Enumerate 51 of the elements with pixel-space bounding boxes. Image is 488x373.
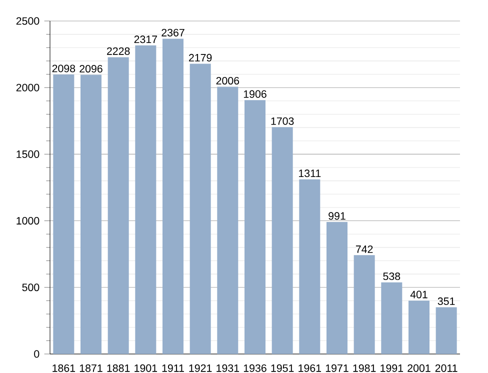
data-label: 742: [356, 245, 373, 253]
data-label: 2098: [52, 64, 76, 72]
x-tick-label: 1971: [326, 364, 348, 372]
bar: [354, 255, 375, 354]
data-label: 1906: [244, 90, 266, 98]
y-tick-label: 0: [34, 350, 40, 358]
data-label: 991: [328, 212, 346, 220]
bar: [244, 100, 266, 354]
x-tick-label: 1871: [80, 364, 102, 372]
data-label: 2006: [216, 76, 240, 85]
bar: [80, 74, 102, 354]
data-label: 2096: [80, 64, 102, 73]
data-label: 1703: [271, 117, 294, 125]
x-tick-label: 1981: [353, 364, 376, 372]
x-tick-label: 1931: [216, 364, 240, 372]
x-tick-label: 2001: [408, 364, 430, 372]
x-tick-label: 1911: [162, 364, 184, 372]
x-tick-label: 1901: [134, 364, 158, 372]
bar: [436, 307, 457, 354]
x-tick-label: 1861: [52, 364, 76, 372]
bar: [162, 38, 184, 354]
bar: [135, 45, 156, 354]
y-tick-label: 2500: [16, 17, 40, 25]
data-label: 2367: [162, 28, 184, 36]
data-label: 2317: [134, 36, 157, 44]
x-tick-label: 1881: [107, 364, 130, 372]
data-label: 351: [438, 297, 455, 305]
x-tick-label: 2011: [435, 364, 458, 372]
x-tick-label: 1921: [189, 364, 212, 372]
x-tick-label: 1991: [380, 364, 404, 372]
bar: [326, 222, 348, 354]
bar: [190, 64, 211, 354]
data-label: 2228: [107, 47, 130, 55]
data-label: 538: [383, 272, 400, 280]
bar: [408, 300, 430, 354]
bar: [299, 179, 320, 354]
x-tick-label: 1961: [298, 364, 322, 372]
bar: [272, 127, 293, 354]
bar: [381, 282, 402, 354]
y-tick-label: 2000: [16, 84, 40, 92]
y-tick-label: 1500: [16, 150, 40, 158]
bar: [108, 57, 129, 354]
y-tick-label: 1000: [16, 217, 40, 225]
data-label: 401: [410, 290, 428, 298]
x-tick-label: 1951: [271, 364, 294, 372]
data-label: 2179: [189, 54, 212, 62]
data-label: 1311: [299, 170, 321, 178]
bar: [217, 86, 238, 354]
y-tick-label: 500: [22, 284, 40, 292]
bar: [53, 74, 74, 354]
x-tick-label: 1936: [244, 364, 266, 372]
